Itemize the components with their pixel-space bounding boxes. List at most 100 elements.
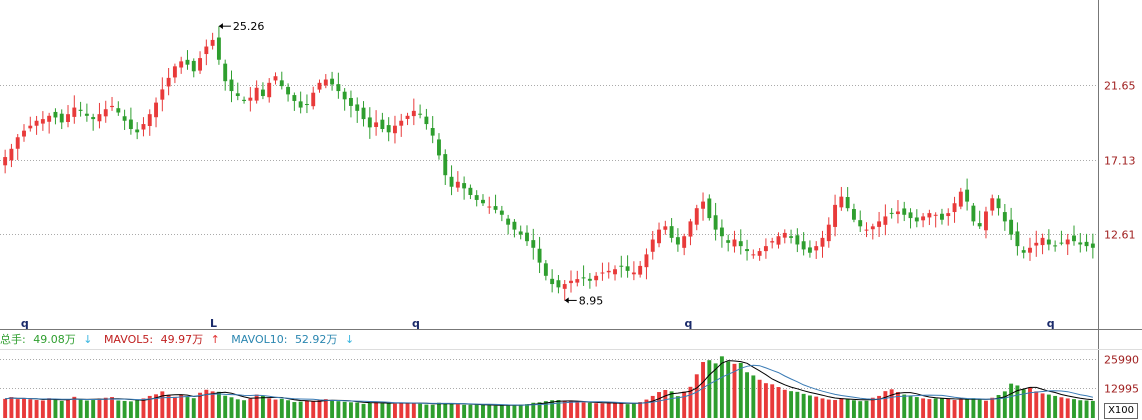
candle-body [273,76,278,81]
volume-bar [386,403,391,418]
candle-body [216,37,221,60]
candle-body [657,229,661,244]
candle-body [348,97,353,106]
volume-bar [286,400,291,418]
volume-bar [895,392,900,418]
volume-bar [141,398,146,418]
candle-body [990,198,995,211]
volume-bar [518,404,523,418]
volume-bar [606,402,611,418]
candle-body [474,195,479,200]
candle-body [965,189,970,202]
volume-bar [990,397,995,418]
candle-body [34,120,39,126]
volume-bar [701,362,705,418]
mavol10-line [5,364,1094,406]
candle-body [487,206,492,208]
candle-body [1065,239,1070,245]
volume-bar [430,404,435,418]
candle-body [493,206,498,210]
candle-body [644,254,649,268]
volume-bar [28,399,33,418]
volume-bar [927,399,932,418]
candle-body [128,119,133,130]
volume-bar [298,401,303,418]
volume-bar [304,400,309,418]
volume-unit-box: X100 [1104,403,1138,419]
candle-body [147,114,152,127]
candle-body [556,280,561,288]
candle-body [914,217,919,222]
candle-body [801,241,806,250]
candle-body [569,280,573,284]
candle-body [550,278,555,285]
volume-moving-averages [5,360,1094,406]
volume-bar [619,403,624,418]
volume-bar [732,363,737,418]
candle-body [122,116,127,121]
candle-body [286,86,291,95]
candle-body [833,204,838,227]
candle-body [1021,250,1026,253]
volume-bar [726,361,731,418]
candle-body [204,46,209,55]
volume-bar [525,404,529,418]
candle-body [946,213,951,217]
volume-bar [537,402,542,418]
candle-body [443,154,448,176]
candle-body [543,263,548,276]
candle-body [638,265,643,275]
period-marker: q [21,317,29,330]
mavol5-label: MAVOL5: [103,333,154,346]
candle-body [418,113,423,115]
volume-bar [254,394,259,418]
volume-bar [323,399,328,418]
volume-bar [361,403,366,418]
candle-body [462,183,467,189]
volume-bar [682,391,687,418]
volume-bar [424,404,429,418]
candle-body [235,93,240,97]
volume-bar [933,398,938,418]
volume-bar [946,398,951,418]
volume-bar [78,399,83,418]
candle-body [292,95,297,101]
volume-bar [738,362,743,418]
volume-bar [418,403,423,418]
candle-body [701,201,705,209]
candle-body [1002,212,1007,222]
volume-bar [72,396,77,418]
candle-body [581,277,586,279]
candle-body [537,248,542,263]
candle-body [40,119,45,124]
volume-bars [3,356,1095,418]
volume-bar [273,399,278,418]
volume-bar [807,395,812,418]
candle-body [512,221,517,230]
volume-bar [179,394,184,418]
volume-bar [374,402,379,418]
volume-bar [864,400,869,418]
candle-body [757,251,762,256]
candle-body [66,114,70,122]
candle-body [795,235,800,245]
volume-bar [462,404,467,418]
volume-bar [625,404,630,418]
volume-bar [22,398,26,418]
candle-body [851,209,856,220]
volume-bar [393,403,397,418]
price-tick-label: 12.61 [1104,229,1136,242]
candle-body [405,115,410,119]
volume-bar [688,386,693,418]
volume-bar [110,397,114,418]
candle-body [342,91,347,100]
mavol5: MAVOL5: 49.97万 ↑ [104,333,227,346]
volume-bar [550,400,555,418]
candle-body [91,117,96,120]
candle-body [600,272,605,274]
candle-body [330,78,335,85]
candle-body [267,82,272,98]
mavol10-label: MAVOL10: [231,333,288,346]
volume-bar [216,391,221,418]
volume-bar [154,394,158,418]
